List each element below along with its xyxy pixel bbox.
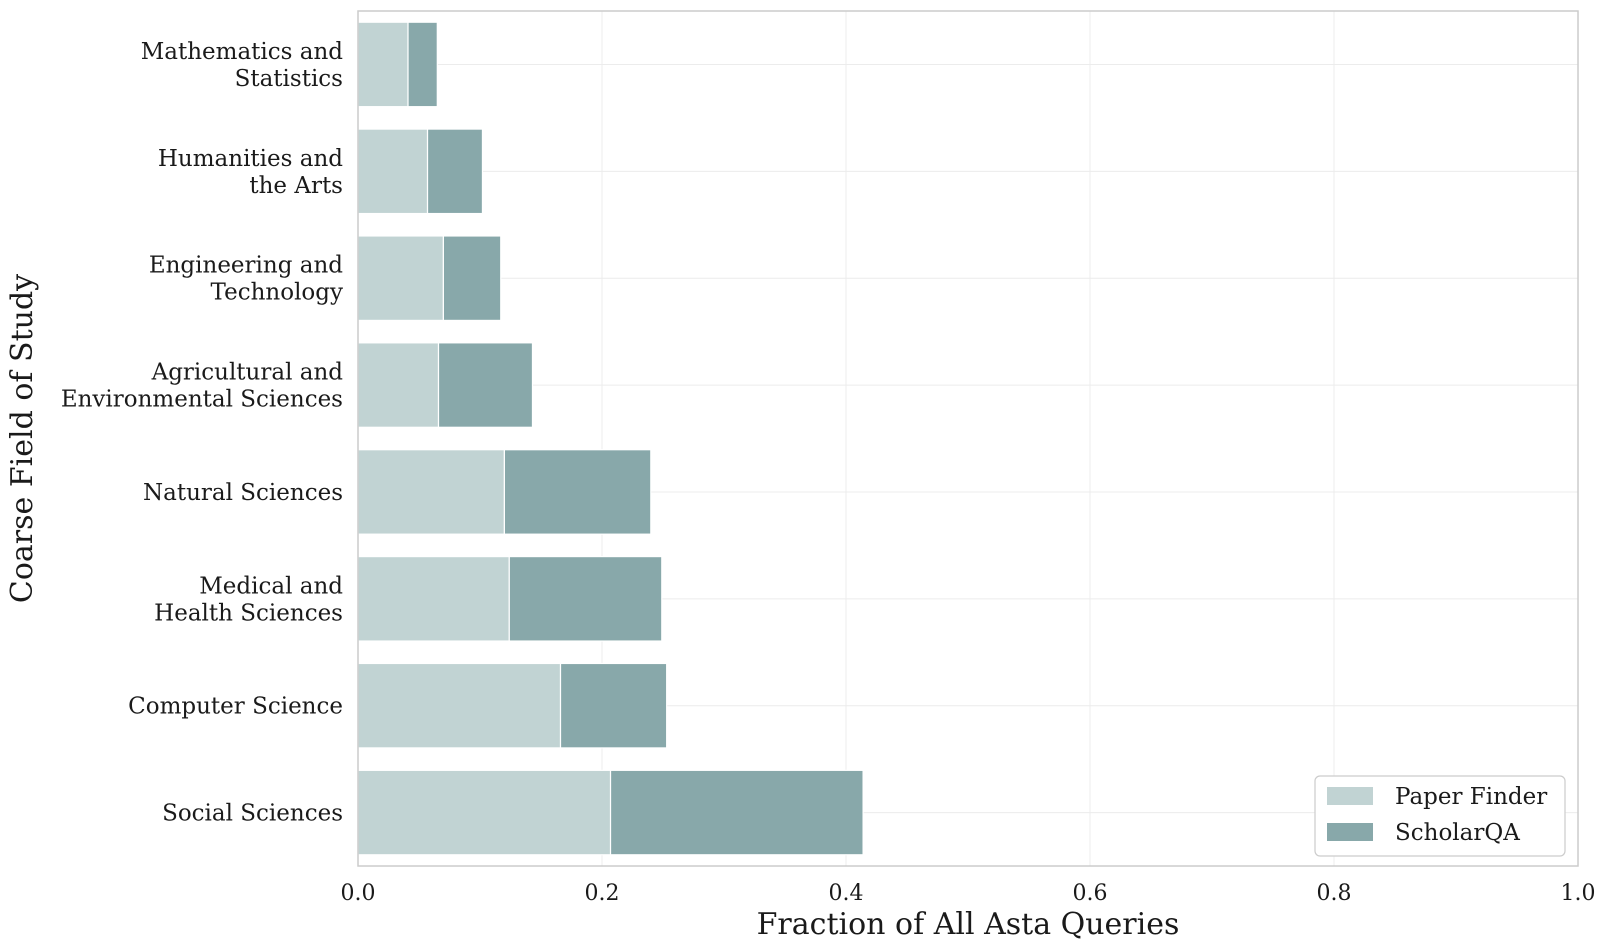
bar-paper-finder [357,128,429,215]
bar-scholarqa [407,21,438,108]
category-label: Mathematics and Statistics [141,39,344,92]
grid-lines [357,11,1579,866]
bar-scholarqa [437,342,534,428]
legend-label: Paper Finder [1395,784,1547,810]
bar-paper-finder [357,21,409,108]
bar-scholarqa [609,769,864,856]
bar-paper-finder [357,342,440,428]
x-tick-labels: 0.0 0.2 0.4 0.6 0.8 1.0 [341,881,1596,906]
y-axis-title: Coarse Field of Study [5,274,40,603]
bar-scholarqa [442,235,502,322]
bar-paper-finder [357,235,445,322]
legend: Paper Finder ScholarQA [1314,775,1566,857]
legend-swatch [1327,787,1373,805]
x-axis-title: Fraction of All Asta Queries [757,907,1180,942]
bar-scholarqa [426,128,484,215]
bar-paper-finder [357,555,510,642]
category-label: Natural Sciences [143,480,343,506]
x-tick-label: 0.6 [1073,881,1108,906]
category-label: Agricultural and Environmental Sciences [61,360,343,413]
bars [357,21,864,856]
bar-scholarqa [503,449,652,535]
bar-paper-finder [357,769,612,856]
category-labels: Mathematics and Statistics Humanities and t… [61,39,343,827]
legend-swatch [1327,823,1373,841]
category-label: Humanities and the Arts [158,146,343,199]
bar-scholarqa [559,662,668,749]
x-tick-label: 0.4 [829,881,864,906]
plot-frame [357,10,1579,867]
bar-paper-finder [357,449,505,535]
category-label: Social Sciences [162,801,343,827]
legend-label: ScholarQA [1395,820,1520,846]
x-tick-label: 0.0 [341,881,376,906]
bar-paper-finder [357,662,562,749]
x-tick-label: 1.0 [1561,881,1596,906]
x-tick-label: 0.2 [585,881,620,906]
x-tick-label: 0.8 [1317,881,1352,906]
category-label: Computer Science [128,694,343,720]
category-label: Engineering and Technology [149,253,343,306]
category-label: Medical and Health Sciences [154,573,343,626]
bar-scholarqa [508,555,663,642]
legend-box [1314,775,1566,857]
